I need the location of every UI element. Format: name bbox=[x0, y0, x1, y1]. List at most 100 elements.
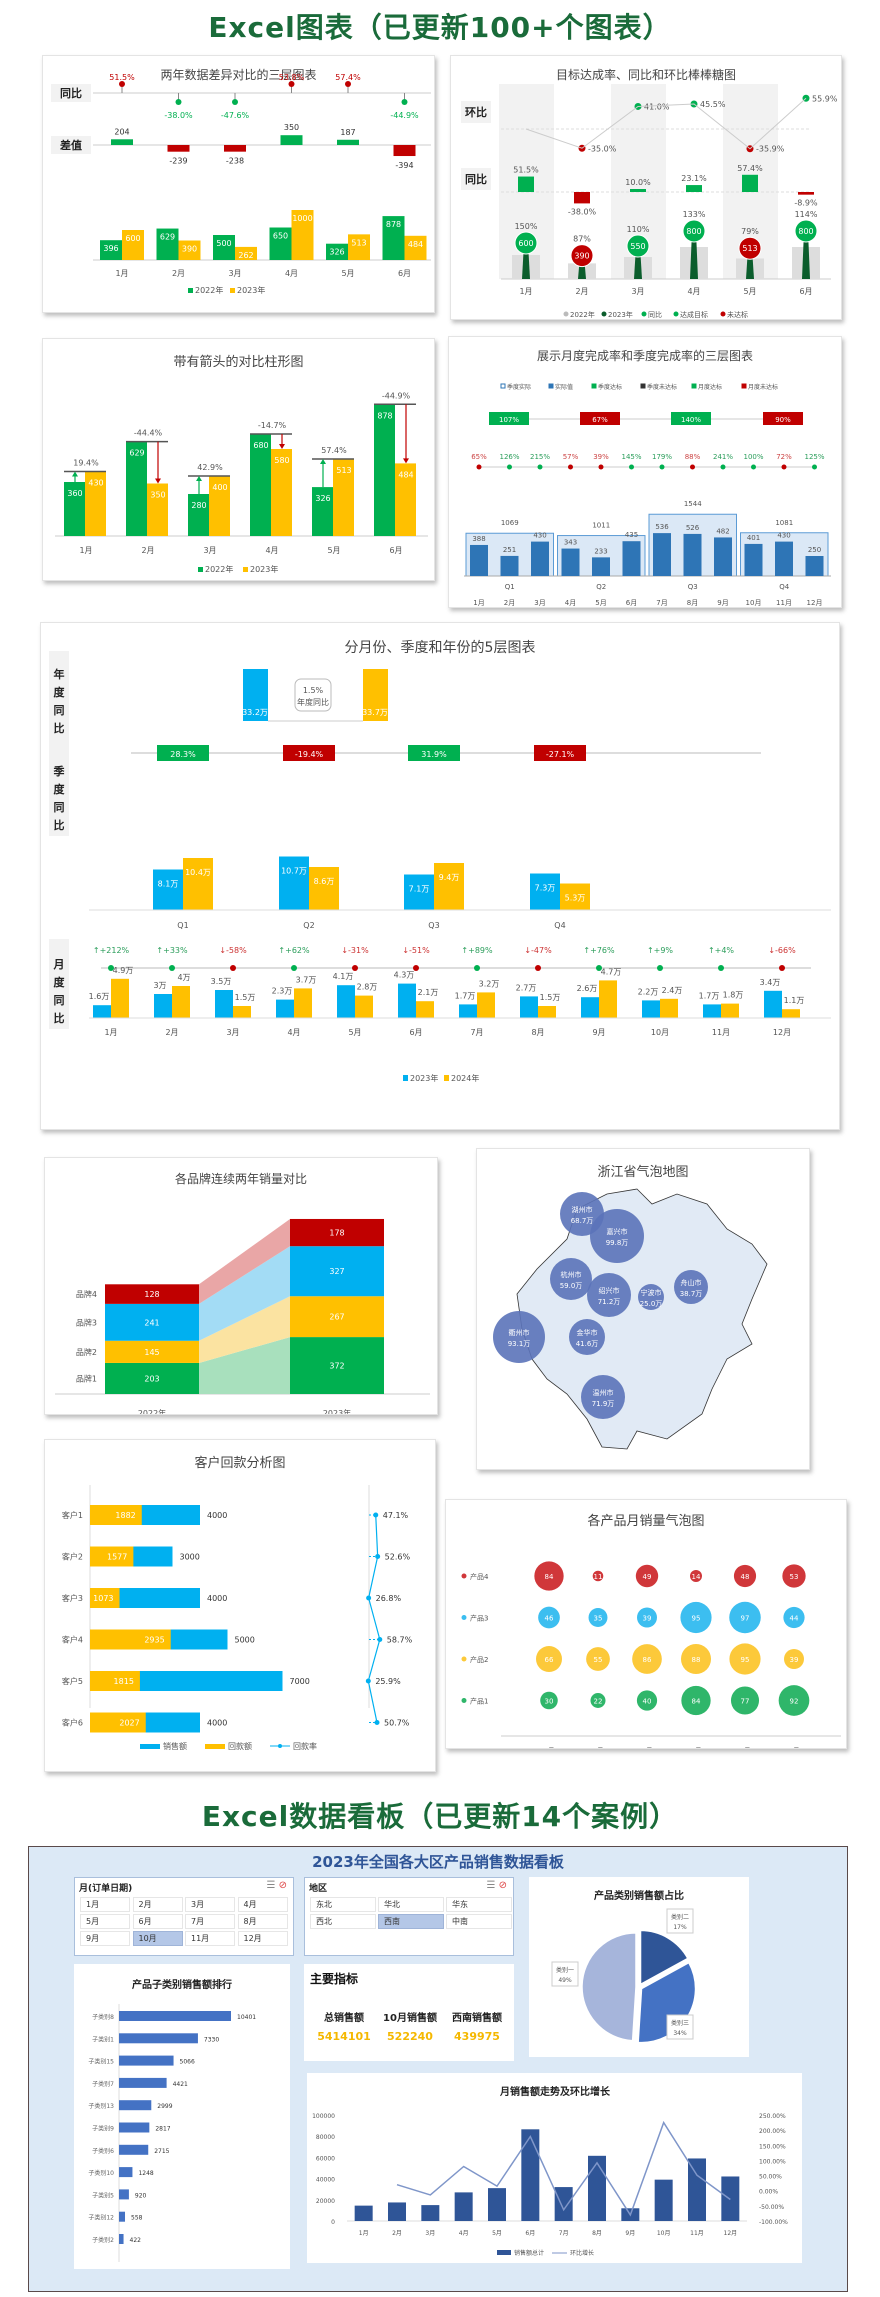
legend-label: 2022年 bbox=[570, 310, 595, 319]
month-dot bbox=[751, 464, 756, 470]
city-bubble bbox=[590, 1209, 644, 1263]
month-bar bbox=[470, 544, 488, 576]
value-label: 550 bbox=[630, 242, 645, 251]
month-filter-button[interactable]: 9月 bbox=[80, 1931, 130, 1946]
rate-label: 25.9% bbox=[375, 1677, 401, 1686]
month-filter-button[interactable]: 8月 bbox=[237, 1914, 288, 1929]
month-filter-button[interactable]: 10月 bbox=[132, 1931, 183, 1946]
bubble-label: 40 bbox=[643, 1698, 652, 1706]
month-filter-button[interactable]: 1月 bbox=[80, 1897, 130, 1912]
quarter-growth: -27.1% bbox=[546, 750, 575, 759]
region-filter-button[interactable]: 华北 bbox=[378, 1897, 444, 1912]
series-label: 品牌3 bbox=[76, 1317, 97, 1327]
bar-label: 267 bbox=[329, 1313, 344, 1322]
mom-label: 45.5% bbox=[700, 100, 726, 109]
diff-label: 204 bbox=[114, 127, 129, 136]
y-tick: 20000 bbox=[316, 2198, 335, 2205]
month-dot bbox=[720, 464, 726, 470]
legend-swatch bbox=[640, 383, 646, 389]
diff-label: 350 bbox=[284, 123, 299, 132]
month-value: 1.7万 bbox=[699, 991, 720, 1000]
chart-title: 带有箭头的对比柱形图 bbox=[173, 355, 304, 370]
clear-filter-icon[interactable]: ⊘ bbox=[498, 1880, 507, 1891]
payment-label: 2027 bbox=[119, 1719, 139, 1728]
month-filter-button[interactable]: 6月 bbox=[132, 1914, 183, 1929]
yoy-label: 51.5% bbox=[513, 166, 539, 175]
quarter-growth-box bbox=[408, 745, 460, 761]
month-bar-2024 bbox=[172, 986, 190, 1018]
x-tick: 1月 bbox=[543, 1747, 554, 1748]
quarter-value: 9.4万 bbox=[439, 873, 460, 882]
month-filter-button[interactable]: 4月 bbox=[237, 1897, 288, 1912]
x-tick: 2月 bbox=[141, 546, 154, 555]
x-tick: 5月 bbox=[739, 1747, 750, 1748]
month-bar-2024 bbox=[355, 995, 373, 1018]
quarter-value: 10.4万 bbox=[185, 868, 211, 877]
region-filter-button[interactable]: 中南 bbox=[446, 1914, 512, 1929]
month-bar-2024 bbox=[660, 998, 678, 1018]
bubble-label: 44 bbox=[790, 1615, 799, 1623]
clear-filter-icon[interactable]: ⊘ bbox=[278, 1880, 287, 1891]
bubble-label: 84 bbox=[545, 1573, 554, 1581]
sales-bar bbox=[421, 2205, 440, 2221]
region-filter-button[interactable]: 西北 bbox=[310, 1914, 376, 1929]
month-bar bbox=[500, 555, 519, 576]
month-growth: ↑+9% bbox=[647, 946, 673, 955]
bar-2022 bbox=[100, 240, 122, 260]
x-tick: 2月 bbox=[592, 1747, 603, 1748]
bar-label: 145 bbox=[144, 1348, 159, 1357]
month-filter-button[interactable]: 11月 bbox=[185, 1931, 235, 1946]
chart-title: 各产品月销量气泡图 bbox=[587, 1514, 705, 1529]
diff-bar bbox=[280, 135, 303, 145]
multi-select-icon[interactable]: ☰ bbox=[266, 1880, 276, 1891]
bar-2022 bbox=[64, 482, 85, 536]
bar-2023 bbox=[290, 1218, 384, 1247]
region-filter-button[interactable]: 东北 bbox=[310, 1897, 376, 1912]
month-bar bbox=[622, 541, 641, 576]
month-filter-button[interactable]: 12月 bbox=[237, 1931, 288, 1946]
rate-label: 52.6% bbox=[385, 1553, 411, 1562]
chart-brand-compare: 各品牌连续两年销量对比 203 372 品牌1 145 267 品牌2 241 327 品牌3 1… bbox=[44, 1157, 438, 1415]
month-slicer: 月(订单日期) ☰ ⊘ 1月 2月 3月 4月 5月 6月 7月 8月 9月 10月 11月 12月 bbox=[74, 1877, 294, 1956]
month-filter-button[interactable]: 7月 bbox=[185, 1914, 235, 1929]
x-tick: 3月 bbox=[226, 1028, 239, 1037]
month-filter-button[interactable]: 3月 bbox=[185, 1897, 235, 1912]
month-filter-button[interactable]: 2月 bbox=[132, 1897, 183, 1912]
bubble bbox=[637, 1607, 657, 1628]
month-bar-2023 bbox=[215, 990, 233, 1018]
category-label: 客户4 bbox=[62, 1635, 83, 1645]
city-value: 25.0万 bbox=[640, 1300, 663, 1308]
x-tick: 1月 bbox=[519, 287, 532, 296]
dashboards-header: Excel数据看板（已更新14个案例） bbox=[201, 1800, 679, 1833]
month-bar-2023 bbox=[764, 990, 782, 1018]
bubble bbox=[636, 1690, 658, 1711]
month-rate: 100% bbox=[743, 453, 763, 461]
bar-label: 629 bbox=[129, 449, 144, 458]
month-growth: ↑+4% bbox=[708, 946, 734, 955]
month-bar bbox=[561, 548, 580, 576]
city-bubble bbox=[569, 1319, 605, 1355]
series-label: 品牌2 bbox=[76, 1347, 97, 1357]
quarter-growth-box bbox=[157, 745, 209, 761]
city-name: 衢州市 bbox=[509, 1328, 530, 1337]
annual-growth-box bbox=[294, 678, 332, 712]
bar-label: 680 bbox=[253, 441, 268, 450]
row-label-bg bbox=[49, 939, 69, 1029]
legend-label: 2023年 bbox=[608, 310, 633, 319]
month-value: 1.7万 bbox=[455, 991, 476, 1000]
chart-product-bubble: 各产品月销量气泡图 产品4 84 11 49 14 48 53 产品3 46 35 39 95 97 44… bbox=[445, 1499, 847, 1749]
multi-select-icon[interactable]: ☰ bbox=[486, 1880, 496, 1891]
sales-label: 4000 bbox=[207, 1511, 227, 1520]
month-filter-button[interactable]: 5月 bbox=[80, 1914, 130, 1929]
month-value: 3.2万 bbox=[479, 979, 500, 988]
row-label: 同 bbox=[54, 994, 65, 1007]
bubble-label: 53 bbox=[790, 1573, 799, 1581]
x-tick: 12月 bbox=[773, 1028, 791, 1037]
kpi-label: 西南销售额 bbox=[452, 2013, 502, 2024]
region-filter-button[interactable]: 华东 bbox=[446, 1897, 512, 1912]
bubble bbox=[536, 1646, 562, 1672]
city-name: 湖州市 bbox=[572, 1205, 593, 1214]
region-filter-button[interactable]: 西南 bbox=[378, 1914, 444, 1929]
change-label: -14.7% bbox=[258, 421, 287, 430]
row-label: 度 bbox=[54, 975, 66, 989]
